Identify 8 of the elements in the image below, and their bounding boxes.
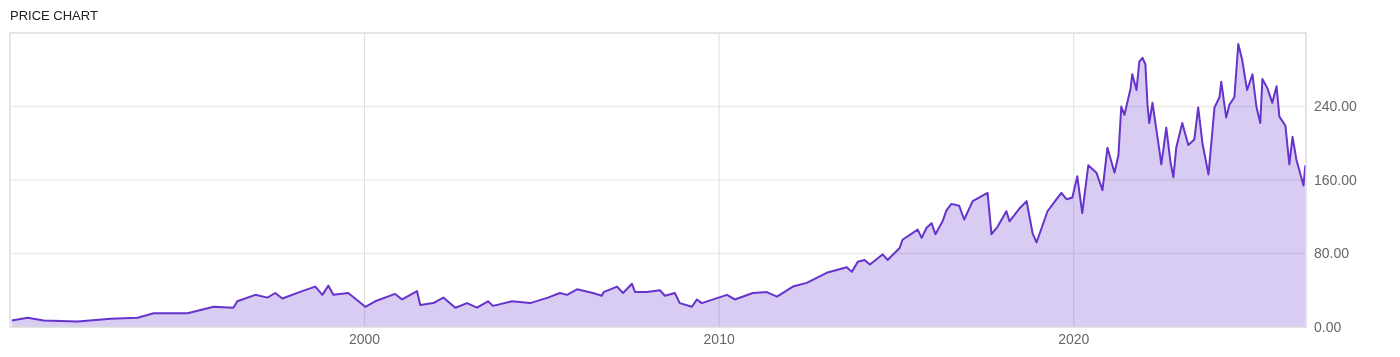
x-tick-label: 2010: [703, 331, 735, 347]
y-tick-label: 240.00: [1314, 98, 1358, 115]
y-tick-label: 80.00: [1314, 245, 1350, 262]
y-tick-label: 0.00: [1314, 318, 1342, 335]
chart-title: PRICE CHART: [10, 8, 98, 23]
x-tick-label: 2020: [1058, 331, 1090, 347]
y-tick-label: 160.00: [1314, 171, 1358, 188]
x-tick-label: 2000: [349, 331, 381, 347]
